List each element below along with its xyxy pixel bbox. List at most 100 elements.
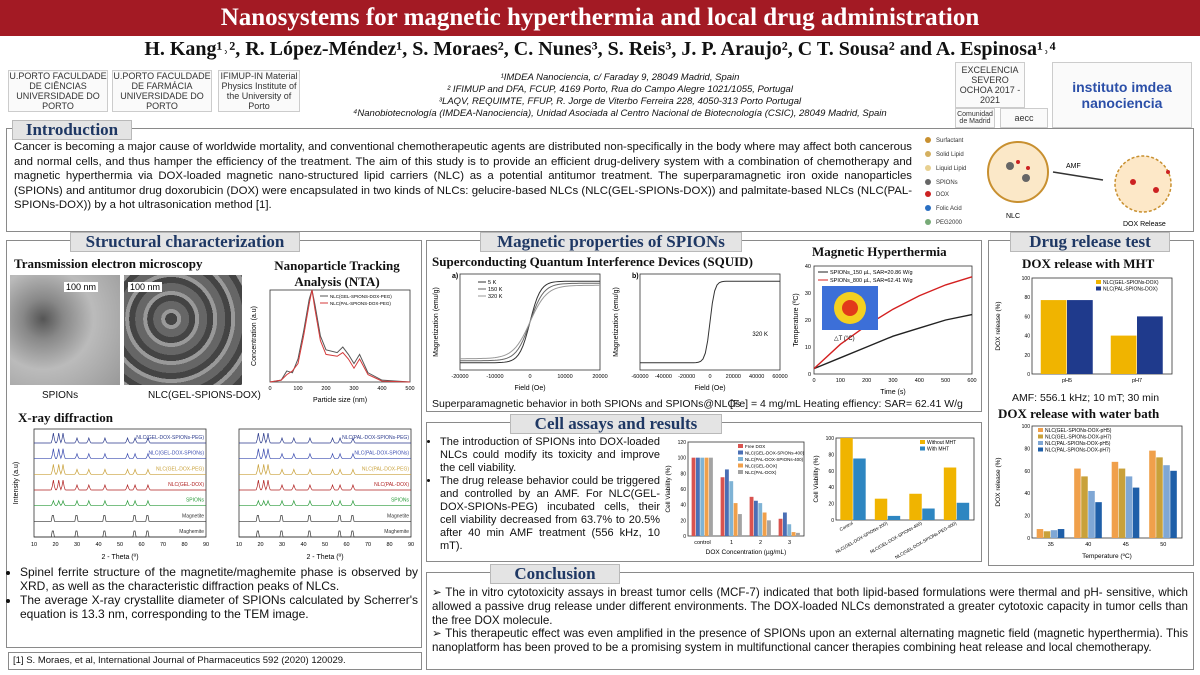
- introduction-panel: [6, 128, 1194, 232]
- legend-swatch: [1038, 434, 1043, 439]
- x-tick-label: 70: [160, 542, 166, 548]
- xrd-series-label: Maghemite: [384, 529, 409, 535]
- squid-title: Superconducting Quantum Interference Dev…: [432, 254, 753, 269]
- bar: [729, 481, 734, 536]
- x-tick-label: NLC(GEL-DOX-SPIONs-PEG-400): [894, 520, 958, 560]
- bar: [1067, 300, 1093, 374]
- bar: [796, 532, 800, 536]
- x-tick-label: 40: [95, 542, 101, 548]
- y-axis-label: DOX release (%): [995, 301, 1002, 350]
- y-tick-label: 20: [828, 502, 834, 508]
- affiliation-3: ³LAQV, REQUIMTE, FFUP, R. Jorge de Viter…: [438, 96, 802, 107]
- x-axis-label: 2 - Theta (º): [306, 554, 343, 561]
- x-tick-label: pH7: [1132, 378, 1142, 384]
- cell-viability-mht-chart: Cell Viability (%) 0 20 40 60 80 100 Control NLC…: [813, 436, 975, 560]
- scale-bar-spions: 100 nm: [64, 282, 99, 292]
- bar: [840, 438, 853, 520]
- structural-bullets: Spinel ferrite structure of the magnetit…: [10, 565, 418, 621]
- legend-label: 150 K: [488, 287, 503, 293]
- bar: [1036, 529, 1044, 538]
- bar: [791, 532, 796, 536]
- x-tick-label: Control: [839, 521, 854, 533]
- amf-arrow: [1052, 171, 1104, 181]
- x-tick-label: 500: [941, 378, 950, 384]
- caption-spions: SPIONs: [42, 390, 79, 401]
- y-tick-label: 60: [1024, 469, 1030, 475]
- x-tick-label: 10: [31, 542, 37, 548]
- y-tick-label: 100: [1022, 424, 1031, 430]
- legend-label: Without MHT: [927, 440, 956, 446]
- y-tick-label: 80: [680, 471, 686, 477]
- y-axis-label: Intensity (a.u): [13, 462, 20, 504]
- legend-swatch: [738, 457, 743, 461]
- hyperthermia-line: [813, 313, 973, 370]
- mht-title: DOX release with MHT: [1022, 256, 1155, 271]
- x-tick-label: 90: [408, 542, 414, 548]
- conclusion-point-2: ➢ This therapeutic effect was even ampli…: [432, 627, 1188, 654]
- xrd-pattern-line: [34, 530, 206, 538]
- x-tick-label: 100: [836, 378, 845, 384]
- ifimup-logo: IFIMUP-IN Material Physics Institute of …: [218, 70, 300, 112]
- structural-bullet-2: The average X-ray crystallite diameter o…: [20, 593, 418, 621]
- nta-series-line: [269, 289, 411, 383]
- y-axis-label: Magnetization (emu/g): [433, 287, 440, 357]
- bar: [1040, 300, 1067, 374]
- nlc-label: NLC: [1006, 213, 1020, 220]
- cell-bullet-1: The introduction of SPIONs into DOX-load…: [440, 436, 660, 475]
- x-tick-label: 300: [888, 378, 897, 384]
- xrd-gel-chart: 2 - Theta (º) Intensity (a.u) 10 20 30 40 50 60…: [13, 428, 209, 561]
- thermal-label: △T (°C): [834, 336, 855, 342]
- xrd-pattern-line: [239, 479, 411, 491]
- x-tick-label: 200: [321, 386, 330, 392]
- y-axis-label: Concentration (a.u): [251, 306, 258, 366]
- xrd-series-label: SPIONs: [391, 498, 410, 504]
- bar: [1057, 529, 1065, 538]
- y-tick-label: 0: [683, 534, 686, 540]
- y-tick-label: 40: [1024, 491, 1030, 497]
- plot-frame: [835, 437, 975, 521]
- legend-swatch: [1038, 441, 1043, 445]
- x-tick-label: 0: [528, 374, 531, 380]
- bar: [704, 457, 709, 536]
- scale-bar-nlc: 100 nm: [128, 282, 163, 292]
- bar: [778, 518, 783, 536]
- x-tick-label: 400: [915, 378, 924, 384]
- x-tick-label: 50: [117, 542, 123, 548]
- x-tick-label: 60: [343, 542, 349, 548]
- x-axis-label: Temperature (ºC): [1082, 553, 1132, 560]
- dox-release-label: DOX Release: [1123, 221, 1166, 228]
- y-tick-label: 20: [680, 518, 686, 524]
- bar: [943, 467, 957, 520]
- conclusion-heading: Conclusion: [490, 564, 620, 584]
- legend-spions: SPIONs: [936, 180, 958, 186]
- legend-swatch: [1096, 280, 1101, 284]
- bar: [1088, 490, 1095, 538]
- uporto-fc-logo: U.PORTO FACULDADE DE CIÊNCIAS UNIVERSIDA…: [8, 70, 108, 112]
- bullet-arrow-icon: ➢: [432, 627, 446, 640]
- hyperthermia-caption: [Fe] = 4 mg/mL Heating effiency: SAR= 62…: [730, 398, 963, 410]
- y-tick-label: 100: [1022, 276, 1031, 282]
- x-tick-label: 30: [279, 542, 285, 548]
- legend-label: Free DOX: [745, 444, 765, 449]
- plot-frame: [459, 273, 601, 371]
- legend-swatch: [738, 470, 743, 474]
- x-tick-label: 60000: [772, 374, 787, 380]
- legend-label: NLC(GEL-DOX-SPIONs-400): [745, 451, 805, 456]
- y-tick-label: 100: [826, 436, 835, 442]
- legend-swatch: [738, 463, 743, 468]
- x-tick-label: 10: [236, 542, 242, 548]
- x-tick-label: 90: [203, 542, 209, 548]
- x-tick-label: 300: [349, 386, 358, 392]
- x-tick-label: 70: [365, 542, 371, 548]
- legend-label: SPIONs_150 µL, SAR=20.86 W/g: [830, 270, 913, 276]
- affiliation-4: ⁴Nanobiotecnología (IMDEA-Nanociencia), …: [353, 108, 887, 119]
- x-tick-label: 20000: [726, 374, 741, 380]
- legend-label: NLC(PAL-SPIONs-DOX): [1103, 287, 1158, 293]
- squid-caption: Superparamagnetic behavior in both SPION…: [432, 398, 741, 410]
- xrd-series-label: NLC(PAL-DOX-SPIONs-PEG): [342, 435, 409, 441]
- xrd-series-label: Magnetite: [182, 513, 204, 519]
- mht-caption: AMF: 556.1 kHz; 10 mT; 30 min: [1012, 392, 1160, 404]
- uporto-ff-logo: U.PORTO FACULDADE DE FARMÁCIA UNIVERSIDA…: [112, 70, 212, 112]
- x-tick-label: 80: [181, 542, 187, 548]
- y-tick-label: 0: [831, 518, 834, 524]
